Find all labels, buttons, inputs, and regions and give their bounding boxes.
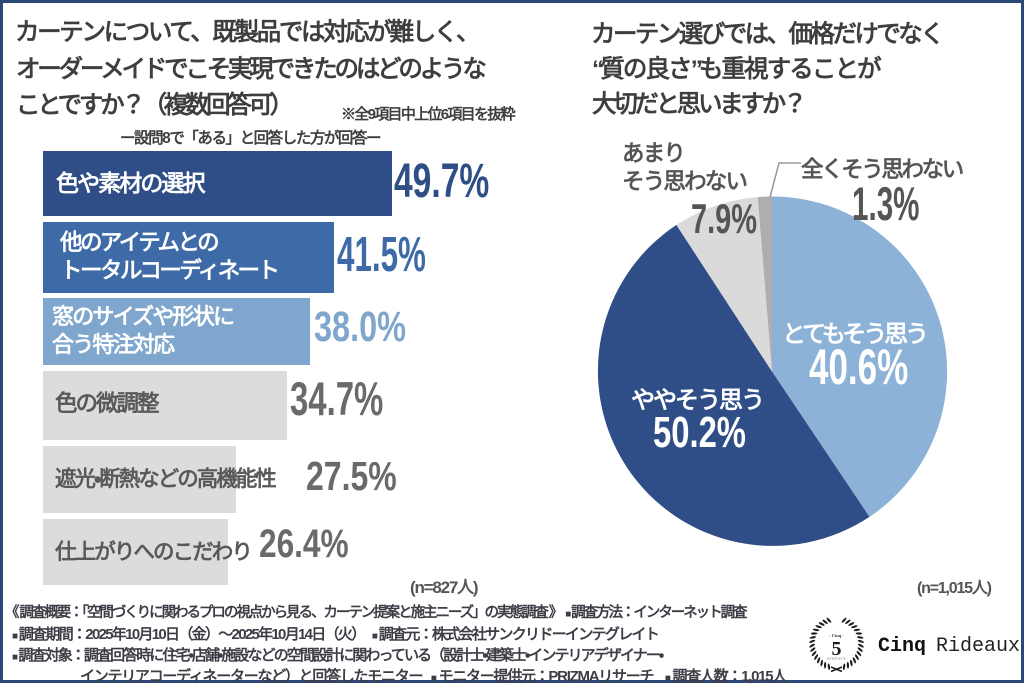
svg-text:· Cinq ·: · Cinq · <box>829 633 844 638</box>
svg-text:Rideaux: Rideaux <box>936 635 1020 658</box>
svg-text:R I D E A U X: R I D E A U X <box>827 657 846 661</box>
svg-text:Cinq: Cinq <box>878 635 926 658</box>
svg-text:5: 5 <box>832 638 842 660</box>
